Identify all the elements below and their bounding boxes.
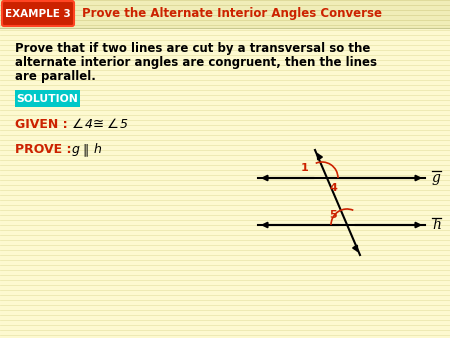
Text: g: g [72,143,80,156]
Text: ≅: ≅ [93,118,104,131]
Text: PROVE :: PROVE : [15,143,76,156]
Text: alternate interior angles are congruent, then the lines: alternate interior angles are congruent,… [15,56,377,69]
Text: 5: 5 [120,118,128,131]
Text: Prove the Alternate Interior Angles Converse: Prove the Alternate Interior Angles Conv… [82,7,382,21]
Text: 4: 4 [329,183,337,193]
Text: GIVEN :: GIVEN : [15,118,72,131]
Text: ∥: ∥ [82,143,88,156]
Bar [15,90,80,107]
Text: 1: 1 [300,163,308,173]
Text: 4: 4 [85,118,93,131]
Text: h: h [94,143,102,156]
Text: h: h [432,218,441,232]
Text: 5: 5 [329,210,337,220]
Text: ∠: ∠ [107,118,119,131]
Bar [0,0,450,28]
FancyBboxPatch shape [2,1,74,26]
Text: EXAMPLE 3: EXAMPLE 3 [5,9,71,19]
Text: g: g [432,171,441,185]
Text: ∠: ∠ [72,118,84,131]
Text: SOLUTION: SOLUTION [16,94,78,103]
Text: are parallel.: are parallel. [15,70,96,83]
Text: Prove that if two lines are cut by a transversal so the: Prove that if two lines are cut by a tra… [15,42,370,55]
